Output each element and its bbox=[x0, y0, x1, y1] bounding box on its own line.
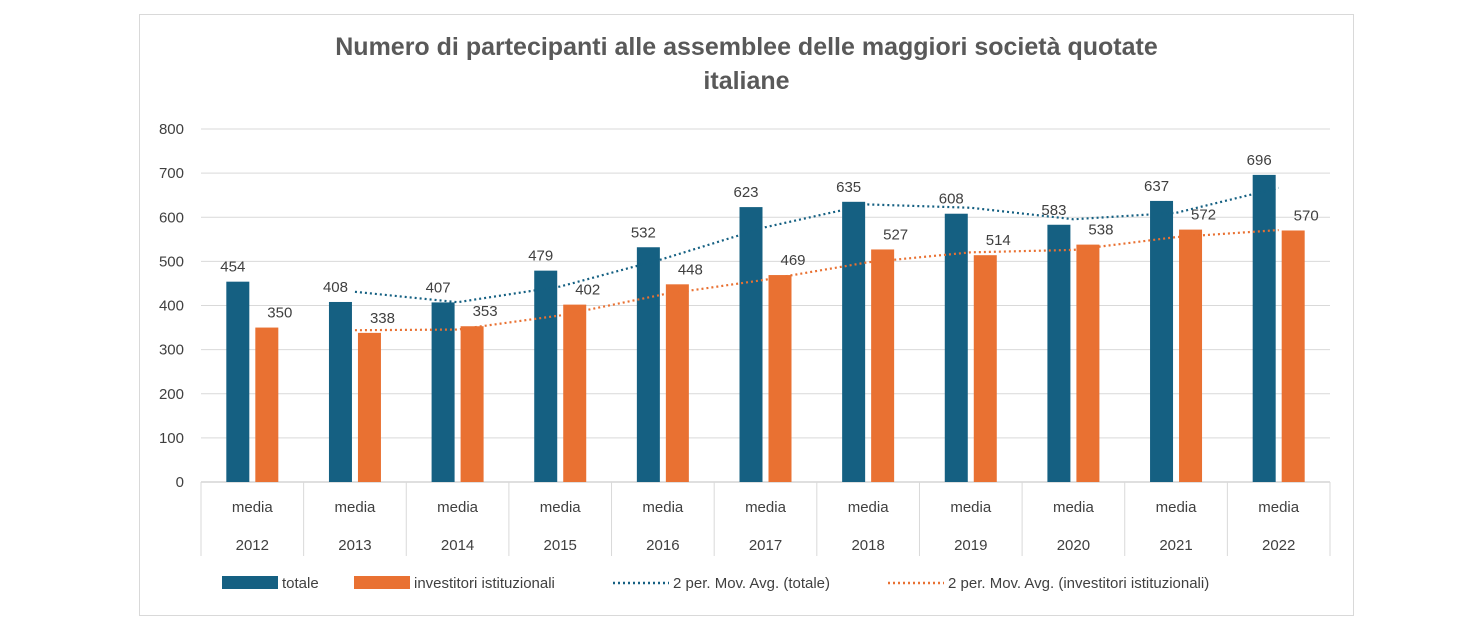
bar-totale bbox=[328, 301, 352, 482]
bar-totale bbox=[1047, 224, 1071, 482]
category-label-top: media bbox=[540, 499, 582, 516]
category-label-year: 2020 bbox=[1057, 537, 1090, 554]
data-label-investitori: 448 bbox=[678, 261, 703, 278]
category-label-year: 2016 bbox=[646, 537, 679, 554]
y-tick-label: 100 bbox=[159, 430, 184, 447]
category-label-top: media bbox=[745, 499, 787, 516]
data-label-totale: 479 bbox=[528, 248, 553, 265]
bar-totale bbox=[431, 302, 455, 482]
legend-investitori-swatch bbox=[354, 576, 410, 589]
bar-totale bbox=[739, 207, 763, 482]
data-label-investitori: 402 bbox=[575, 282, 600, 299]
bar-investitori bbox=[460, 326, 484, 482]
category-label-year: 2018 bbox=[851, 537, 884, 554]
data-label-totale: 532 bbox=[631, 224, 656, 241]
category-label-year: 2021 bbox=[1159, 537, 1192, 554]
category-label-top: media bbox=[1053, 499, 1095, 516]
data-label-investitori: 353 bbox=[473, 303, 498, 320]
bar-investitori bbox=[1076, 244, 1100, 482]
data-label-totale: 608 bbox=[939, 191, 964, 208]
y-tick-label: 700 bbox=[159, 165, 184, 182]
bar-investitori bbox=[665, 284, 689, 482]
data-label-investitori: 514 bbox=[986, 232, 1011, 249]
chart-title: Numero di partecipanti alle assemblee de… bbox=[139, 30, 1354, 98]
y-tick-label: 0 bbox=[176, 474, 184, 491]
data-label-totale: 454 bbox=[220, 259, 245, 276]
bar-investitori bbox=[871, 249, 895, 482]
data-label-investitori: 350 bbox=[267, 305, 292, 322]
bar-investitori bbox=[357, 332, 381, 482]
y-tick-label: 400 bbox=[159, 298, 184, 315]
legend-mov-avg-totale-label: 2 per. Mov. Avg. (totale) bbox=[673, 575, 830, 592]
category-label-year: 2022 bbox=[1262, 537, 1295, 554]
bar-investitori bbox=[973, 255, 997, 482]
bar-investitori bbox=[563, 304, 587, 482]
data-label-investitori: 572 bbox=[1191, 207, 1216, 224]
category-label-year: 2015 bbox=[544, 537, 577, 554]
bar-investitori bbox=[768, 275, 792, 482]
moving-average-investitori bbox=[354, 228, 1279, 332]
category-label-year: 2014 bbox=[441, 537, 474, 554]
bar-investitori bbox=[255, 327, 279, 482]
category-label-year: 2013 bbox=[338, 537, 371, 554]
legend-mov-avg-investitori-label: 2 per. Mov. Avg. (investitori istituzion… bbox=[948, 575, 1209, 592]
data-label-totale: 623 bbox=[733, 184, 758, 201]
legend-totale-label: totale bbox=[282, 575, 319, 592]
category-label-top: media bbox=[232, 499, 274, 516]
data-label-investitori: 570 bbox=[1294, 207, 1319, 224]
data-label-totale: 635 bbox=[836, 179, 861, 196]
chart-title-line-2: italiane bbox=[703, 67, 790, 95]
data-label-investitori: 469 bbox=[780, 252, 805, 269]
data-label-totale: 407 bbox=[426, 279, 451, 296]
category-label-top: media bbox=[642, 499, 684, 516]
bar-totale bbox=[226, 281, 250, 482]
category-label-top: media bbox=[1156, 499, 1198, 516]
y-tick-label: 600 bbox=[159, 209, 184, 226]
legend-totale-swatch bbox=[222, 576, 278, 589]
moving-average-totale bbox=[354, 186, 1279, 304]
data-label-totale: 408 bbox=[323, 279, 348, 296]
category-label-top: media bbox=[335, 499, 377, 516]
bar-totale bbox=[636, 247, 660, 482]
category-label-year: 2019 bbox=[954, 537, 987, 554]
category-label-top: media bbox=[950, 499, 992, 516]
bar-investitori bbox=[1281, 230, 1305, 482]
chart-title-line-1: Numero di partecipanti alle assemblee de… bbox=[335, 33, 1158, 61]
bar-totale bbox=[944, 213, 968, 482]
data-label-totale: 583 bbox=[1041, 202, 1066, 219]
y-tick-label: 800 bbox=[159, 121, 184, 138]
bar-totale bbox=[534, 270, 558, 482]
data-label-totale: 637 bbox=[1144, 178, 1169, 195]
data-label-investitori: 538 bbox=[1088, 222, 1113, 239]
bar-totale bbox=[1150, 200, 1174, 482]
category-label-top: media bbox=[848, 499, 890, 516]
category-label-top: media bbox=[1258, 499, 1300, 516]
y-tick-label: 200 bbox=[159, 386, 184, 403]
category-label-top: media bbox=[437, 499, 479, 516]
data-label-totale: 696 bbox=[1247, 152, 1272, 169]
category-label-year: 2017 bbox=[749, 537, 782, 554]
y-tick-label: 500 bbox=[159, 253, 184, 270]
bar-investitori bbox=[1179, 229, 1203, 482]
bar-totale bbox=[842, 201, 866, 482]
y-tick-label: 300 bbox=[159, 342, 184, 359]
bar-totale bbox=[1252, 174, 1276, 482]
legend-investitori-label: investitori istituzionali bbox=[414, 575, 555, 592]
data-label-investitori: 527 bbox=[883, 226, 908, 243]
data-label-investitori: 338 bbox=[370, 310, 395, 327]
category-label-year: 2012 bbox=[236, 537, 269, 554]
